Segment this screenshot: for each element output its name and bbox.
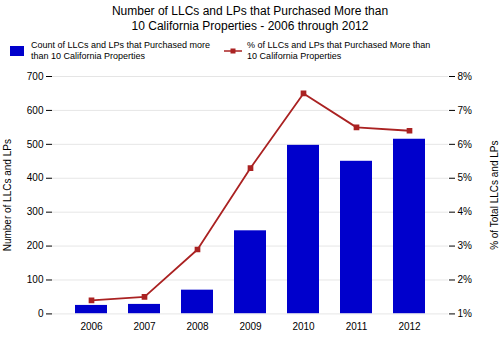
svg-text:7%: 7%	[458, 104, 473, 115]
svg-text:2%: 2%	[458, 274, 473, 285]
svg-text:1%: 1%	[458, 308, 473, 319]
svg-text:200: 200	[27, 240, 44, 251]
svg-text:2010: 2010	[292, 321, 315, 332]
svg-text:4%: 4%	[458, 206, 473, 217]
svg-text:Number of LLCs and LPs: Number of LLCs and LPs	[2, 139, 13, 251]
svg-text:600: 600	[27, 104, 44, 115]
html-text:Number of LLCs and LPs that Pu: Number of LLCs and LPs that Purchased Mo…	[111, 4, 389, 33]
svg-text:5%: 5%	[458, 172, 473, 183]
svg-text:2006: 2006	[80, 321, 103, 332]
svg-text:% of Total LLCs and LPs: % of Total LLCs and LPs	[489, 140, 500, 249]
svg-text:6%: 6%	[458, 138, 473, 149]
svg-text:2011: 2011	[346, 321, 368, 332]
svg-text:700: 700	[27, 70, 44, 81]
svg-text:2008: 2008	[186, 321, 209, 332]
svg-text:3%: 3%	[458, 240, 473, 251]
svg-text:2007: 2007	[133, 321, 156, 332]
svg-text:500: 500	[27, 138, 44, 149]
html-text:% of LLCs and LPs that Purchas: % of LLCs and LPs that Purchased More th…	[247, 40, 431, 61]
svg-text:300: 300	[27, 206, 44, 217]
svg-text:8%: 8%	[458, 70, 473, 81]
svg-text:400: 400	[27, 172, 44, 183]
html-text:Count of LLCs and LPs that Pur: Count of LLCs and LPs that Purchased mor…	[31, 40, 211, 61]
svg-text:2012: 2012	[398, 321, 421, 332]
svg-text:0: 0	[38, 308, 44, 319]
svg-text:2009: 2009	[239, 321, 262, 332]
svg-text:100: 100	[27, 274, 44, 285]
